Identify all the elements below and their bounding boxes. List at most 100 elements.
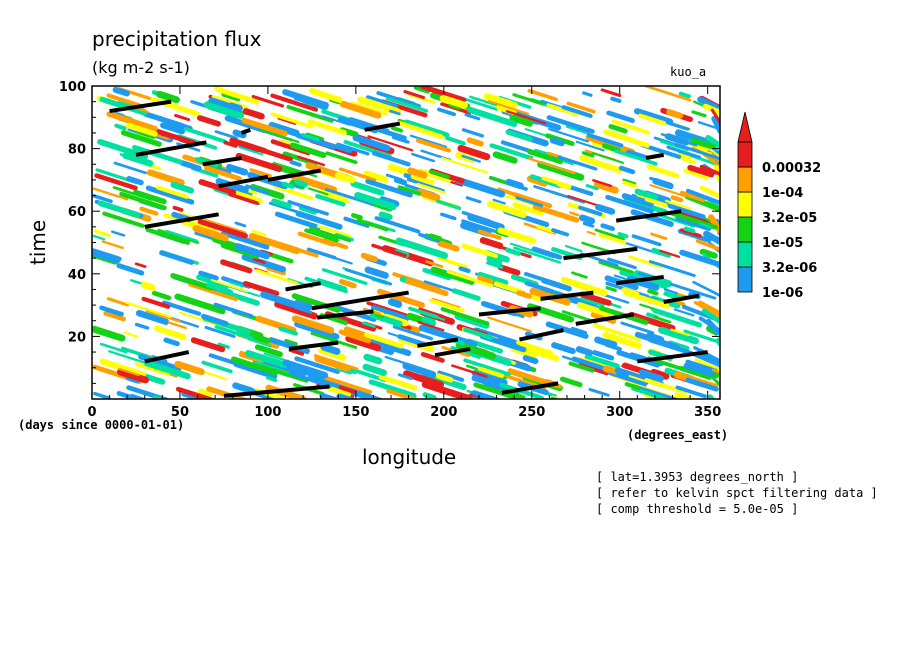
precip-streak <box>428 233 443 241</box>
precip-streak <box>422 267 452 281</box>
precip-streak <box>245 350 288 369</box>
precip-streak <box>354 191 397 211</box>
precip-streak <box>637 113 667 126</box>
precip-streak <box>367 135 414 152</box>
precip-streak <box>679 190 706 203</box>
precip-streak <box>361 321 376 328</box>
precip-streak <box>188 282 238 302</box>
precip-streak <box>397 185 421 196</box>
footnote-lat: [ lat=1.3953 degrees_north ] <box>596 470 798 484</box>
precip-streak <box>557 155 598 171</box>
precip-streak <box>362 363 387 376</box>
precip-streak <box>648 260 696 278</box>
precip-streak <box>289 160 302 167</box>
precip-streak <box>336 142 370 156</box>
precip-streak <box>174 360 205 376</box>
wave-segment <box>615 274 664 286</box>
precip-streak <box>231 356 279 376</box>
precip-streak <box>357 96 402 116</box>
precip-streak <box>465 196 482 204</box>
precip-streak <box>97 200 141 219</box>
precip-streak <box>324 253 353 265</box>
precip-streak <box>288 371 332 388</box>
precip-streak <box>440 212 457 221</box>
precip-streak <box>560 276 608 297</box>
precip-streak <box>605 286 617 293</box>
precip-streak <box>683 226 696 234</box>
precip-streak <box>708 214 720 234</box>
precip-streak <box>712 368 720 375</box>
precip-streak <box>493 281 524 295</box>
precip-streak <box>251 229 267 237</box>
precip-streak <box>174 293 226 315</box>
precip-streak <box>291 173 338 194</box>
precip-streak <box>487 100 530 115</box>
precip-streak <box>352 134 391 152</box>
precip-streak <box>541 176 572 189</box>
precip-streak <box>309 226 352 243</box>
precip-streak <box>92 234 106 241</box>
precip-streak <box>156 185 189 199</box>
wave-segment <box>311 290 409 311</box>
precip-streak <box>705 134 720 149</box>
precip-streak <box>397 334 427 347</box>
precip-streak <box>477 366 504 378</box>
precip-streak <box>545 133 575 147</box>
chart-units: (kg m-2 s-1) <box>92 58 190 77</box>
precip-streak <box>307 187 329 196</box>
precip-streak <box>235 152 283 173</box>
precip-streak <box>106 111 158 132</box>
precip-streak <box>610 96 622 104</box>
precip-streak <box>242 108 265 120</box>
precip-streak <box>371 150 411 167</box>
precip-streak <box>160 122 185 135</box>
precip-streak <box>440 307 490 326</box>
precip-streak <box>659 249 681 258</box>
precip-streak <box>221 92 241 102</box>
precip-streak <box>621 193 654 208</box>
precip-streak <box>593 180 619 194</box>
precip-streak <box>633 108 674 125</box>
precip-streak <box>406 177 445 193</box>
precip-streak <box>132 144 183 165</box>
colorbar-swatch <box>737 266 753 293</box>
precip-streak <box>314 355 351 372</box>
precip-streak <box>634 188 659 201</box>
wave-segment <box>223 384 330 398</box>
precip-streak <box>93 391 111 399</box>
precip-streak <box>378 374 417 391</box>
precip-streak <box>649 176 660 183</box>
precip-streak <box>326 191 348 203</box>
precip-streak <box>111 230 126 237</box>
precip-streak <box>196 115 221 127</box>
precip-streak <box>139 199 157 208</box>
precip-streak <box>463 358 511 377</box>
precip-streak <box>268 121 300 137</box>
precip-streak <box>232 382 256 395</box>
colorbar-label: 1e-04 <box>762 186 803 201</box>
precip-streak <box>687 164 715 178</box>
precip-streak <box>404 119 450 138</box>
precip-streak <box>248 259 283 272</box>
precip-streak <box>99 305 124 317</box>
precip-streak <box>421 381 471 399</box>
precip-streak <box>585 134 636 155</box>
precip-streak <box>338 329 372 344</box>
y-axis: 20 40 60 80 100 <box>59 80 720 384</box>
precip-streak <box>297 231 336 247</box>
precip-streak <box>94 173 138 191</box>
precip-streak <box>221 230 270 250</box>
precip-streak <box>435 373 454 383</box>
precip-streak <box>618 165 636 175</box>
precip-streak <box>428 298 465 313</box>
precip-streak <box>697 96 720 113</box>
precip-streak <box>282 89 329 109</box>
precip-streak <box>644 197 668 208</box>
precip-streak <box>141 296 171 309</box>
precip-streak <box>242 280 280 297</box>
precip-streak <box>170 181 195 194</box>
precip-streak <box>238 146 264 156</box>
precip-streak <box>686 188 720 205</box>
precip-streak <box>273 184 314 201</box>
precip-streak <box>134 322 150 330</box>
